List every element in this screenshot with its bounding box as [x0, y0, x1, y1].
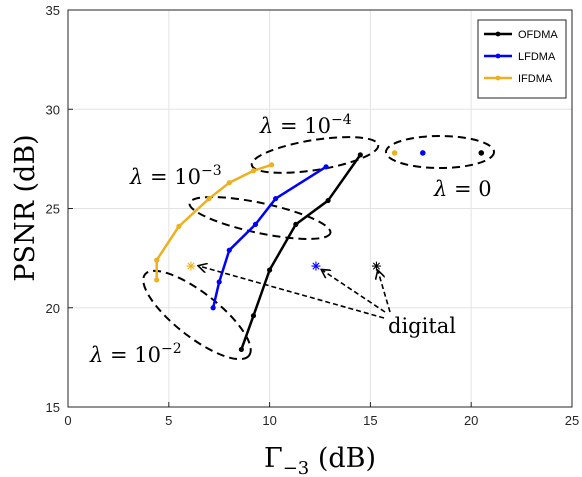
annotation-lambda-0: λ = 0	[433, 177, 492, 201]
digital-arrow	[322, 270, 386, 313]
data-point-lfdma	[323, 164, 329, 170]
data-point-ifdma	[176, 223, 182, 229]
data-point-ifdma	[206, 195, 212, 202]
digital-points	[186, 261, 381, 271]
ellipse-lambda-1e3	[188, 196, 332, 240]
axis-labels: Γ−3 (dB) PSNR (dB)	[10, 134, 376, 477]
svg-text:LFDMA: LFDMA	[518, 51, 556, 63]
y-tick-label: 20	[46, 301, 60, 316]
svg-text:IFDMA: IFDMA	[518, 73, 553, 85]
annotation-lambda-1e2: λ = 10−2	[89, 341, 182, 367]
annotations: λ = 0 λ = 10−4 λ = 10−3 λ = 10−2 digital	[89, 112, 492, 367]
data-point-lfdma	[216, 279, 222, 285]
legend-item-lfdma: LFDMA	[484, 51, 556, 63]
digital-marker-lfdma	[311, 261, 321, 271]
data-point-ofdma	[293, 221, 299, 227]
lambda-zero-points	[391, 150, 485, 156]
annotation-lambda-1e4: λ = 10−4	[259, 112, 352, 138]
annotation-digital: digital	[388, 314, 456, 338]
y-tick-label: 30	[46, 102, 60, 117]
data-point-lfdma	[252, 221, 259, 227]
x-axis-label: Γ−3 (dB)	[264, 443, 376, 477]
x-tick-label: 0	[64, 413, 71, 428]
x-tick-labels: 0 5 10 15 20 25	[64, 402, 579, 428]
y-tick-label: 35	[46, 3, 60, 18]
data-point-lfdma	[273, 195, 279, 202]
legend: OFDMA LFDMA IFDMA	[477, 19, 567, 99]
x-tick-label: 5	[165, 413, 172, 428]
data-point-ofdma	[325, 197, 331, 204]
ellipses	[142, 135, 495, 361]
x-tick-label: 15	[363, 413, 377, 428]
annotation-lambda-1e3: λ = 10−3	[129, 163, 222, 189]
lambda-zero-point-lfdma	[420, 150, 426, 156]
y-tick-labels: 15 20 25 30 35	[46, 3, 73, 415]
y-tick-label: 25	[46, 202, 60, 217]
y-axis-label: PSNR (dB)	[10, 134, 41, 281]
x-tick-label: 25	[565, 413, 579, 428]
x-tick-label: 10	[262, 413, 276, 428]
data-point-ofdma	[238, 346, 244, 353]
data-point-ifdma	[226, 180, 232, 186]
data-point-ifdma	[154, 277, 160, 283]
digital-marker-ofdma	[371, 261, 381, 271]
legend-item-ofdma: OFDMA	[484, 29, 558, 41]
data-point-lfdma	[210, 305, 216, 311]
ellipse-lambda-0	[385, 135, 495, 169]
series-line-ofdma	[240, 154, 362, 350]
digital-arrows	[199, 266, 391, 319]
data-point-ifdma	[250, 168, 257, 174]
series-lines	[154, 152, 363, 353]
digital-marker-ifdma	[186, 261, 196, 271]
series-line-lfdma	[211, 165, 327, 309]
svg-text:OFDMA: OFDMA	[518, 29, 558, 41]
digital-arrow	[199, 266, 385, 319]
y-tick-label: 15	[46, 400, 60, 415]
digital-arrow	[378, 271, 391, 313]
ellipse-lambda-1e2	[142, 269, 252, 361]
data-point-lfdma	[226, 247, 232, 253]
data-point-ifdma	[154, 257, 160, 263]
lambda-zero-point-ifdma	[391, 150, 398, 156]
lambda-zero-point-ofdma	[478, 150, 485, 156]
ellipse-lambda-1e4	[250, 136, 380, 174]
data-point-ofdma	[357, 152, 363, 158]
legend-item-ifdma: IFDMA	[484, 73, 553, 85]
data-point-ofdma	[267, 267, 273, 273]
data-point-ofdma	[250, 313, 257, 319]
data-point-ifdma	[269, 162, 275, 168]
x-tick-label: 20	[464, 413, 478, 428]
